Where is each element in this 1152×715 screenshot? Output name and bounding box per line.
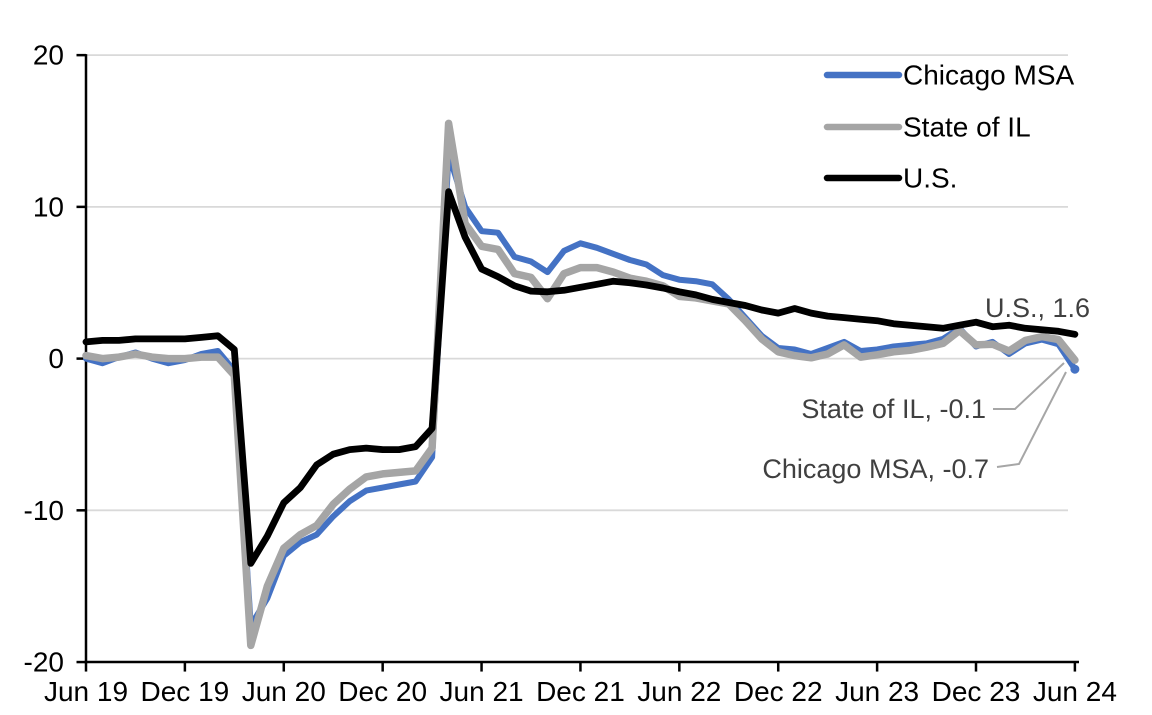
legend-item-chicago-msa: Chicago MSA: [823, 60, 1075, 91]
x-tick-label-9: Dec 23: [932, 676, 1021, 707]
x-tick-label-5: Dec 21: [536, 676, 625, 707]
legend-item-state-of-il: State of IL: [823, 112, 1031, 143]
x-tick-label-3: Dec 20: [338, 676, 427, 707]
x-tick-label-4: Jun 21: [440, 676, 524, 707]
annotation-label-chicago-msa: Chicago MSA, -0.7: [762, 454, 989, 484]
y-tick-label--10: -10: [24, 495, 64, 526]
x-tick-label-1: Dec 19: [141, 676, 230, 707]
end-point-dot-chicago-msa: [1070, 364, 1080, 374]
legend-label-state-of-il: State of IL: [903, 112, 1031, 143]
x-tick-label-6: Jun 22: [637, 676, 721, 707]
leader-line-state-of-il: [993, 362, 1065, 410]
x-tick-label-7: Dec 22: [734, 676, 823, 707]
x-tick-label-10: Jun 24: [1033, 676, 1117, 707]
series-lines: [82, 119, 1080, 650]
y-tick-label-10: 10: [33, 191, 64, 222]
x-tick-label-0: Jun 19: [44, 676, 128, 707]
legend-label-chicago-msa: Chicago MSA: [903, 60, 1075, 91]
y-tick-label--20: -20: [24, 647, 64, 678]
x-tick-label-8: Jun 23: [835, 676, 919, 707]
line-state-of-il: [82, 119, 1079, 650]
leader-line-chicago-msa: [996, 371, 1067, 468]
legend-label-u-s: U.S.: [903, 163, 957, 194]
legend: Chicago MSA State of IL U.S.: [823, 60, 1075, 194]
y-tick-label-20: 20: [33, 40, 64, 71]
x-tick-label-2: Jun 20: [242, 676, 326, 707]
annotation-label-u-s: U.S., 1.6: [985, 293, 1090, 323]
line-u-s: [82, 188, 1079, 567]
annotation-label-state-of-il: State of IL, -0.1: [801, 394, 986, 424]
legend-item-u-s: U.S.: [823, 163, 957, 194]
y-tick-label-0: 0: [48, 343, 64, 374]
annotations: U.S., 1.6 State of IL, -0.1 Chicago MSA, -…: [762, 293, 1090, 484]
